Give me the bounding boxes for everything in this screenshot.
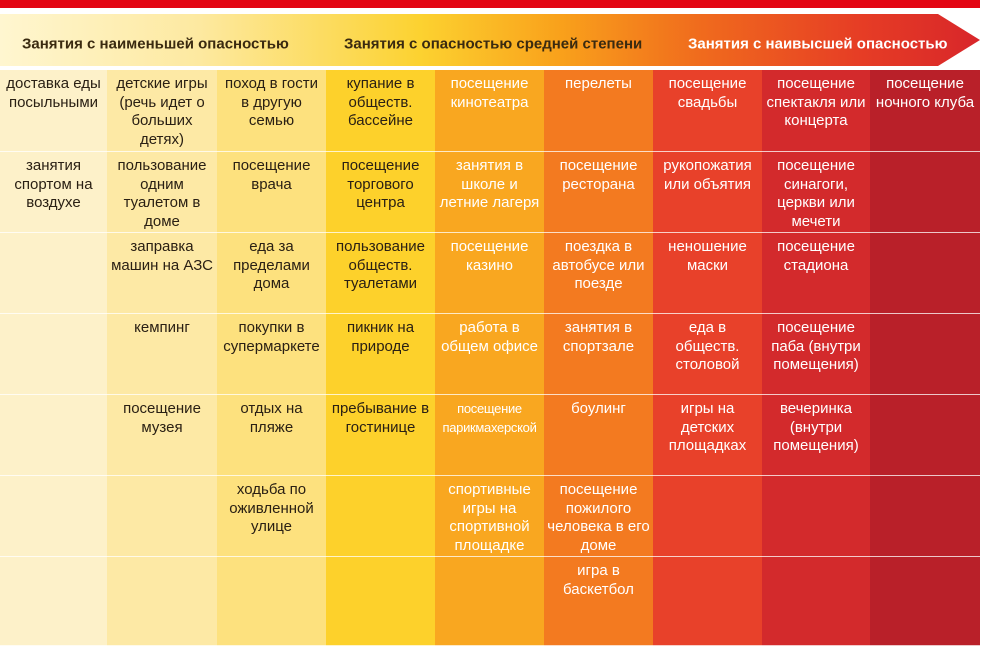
- table-cell-level-1: детские игры (речь идет о больших детях): [107, 70, 217, 152]
- table-cell-level-8: [870, 152, 980, 233]
- table-cell-level-0: [0, 233, 107, 314]
- medium-risk-label: Занятия с опасностью средней степени: [344, 35, 643, 53]
- table-cell-level-3: [326, 476, 435, 557]
- table-cell-level-2: еда за пределами дома: [217, 233, 326, 314]
- table-cell-level-7: [762, 557, 870, 646]
- table-cell-level-1: кемпинг: [107, 314, 217, 395]
- table-cell-level-3: пользование обществ. туалетами: [326, 233, 435, 314]
- table-cell-level-8: [870, 233, 980, 314]
- table-cell-level-7: посещение паба (внутри помещения): [762, 314, 870, 395]
- table-cell-level-1: пользование одним туалетом в доме: [107, 152, 217, 233]
- table-cell-level-3: купание в обществ. бассейне: [326, 70, 435, 152]
- table-cell-level-2: [217, 557, 326, 646]
- table-cell-level-4: [435, 557, 544, 646]
- table-cell-level-1: [107, 557, 217, 646]
- table-cell-level-0: [0, 557, 107, 646]
- table-cell-level-6: [653, 476, 762, 557]
- table-cell-level-1: посещение музея: [107, 395, 217, 476]
- table-cell-level-8: [870, 557, 980, 646]
- table-cell-level-4: посещение казино: [435, 233, 544, 314]
- table-cell-level-4: посещение кинотеатра: [435, 70, 544, 152]
- table-cell-level-0: занятия спортом на воздухе: [0, 152, 107, 233]
- table-cell-level-3: посещение торгового центра: [326, 152, 435, 233]
- table-cell-level-7: [762, 476, 870, 557]
- table-cell-level-8: посещение ночного клуба: [870, 70, 980, 152]
- table-cell-level-1: [107, 476, 217, 557]
- table-cell-level-0: [0, 314, 107, 395]
- table-cell-level-3: пикник на природе: [326, 314, 435, 395]
- table-cell-level-2: ходьба по оживленной улице: [217, 476, 326, 557]
- table-cell-level-2: поход в гости в другую семью: [217, 70, 326, 152]
- table-cell-level-5: боулинг: [544, 395, 653, 476]
- table-cell-level-7: посещение стадиона: [762, 233, 870, 314]
- risk-scale-arrow: Занятия с наименьшей опасностью Занятия …: [0, 14, 980, 66]
- table-cell-level-5: посещение пожилого человека в его доме: [544, 476, 653, 557]
- table-cell-level-8: [870, 476, 980, 557]
- table-cell-level-5: перелеты: [544, 70, 653, 152]
- table-cell-level-6: [653, 557, 762, 646]
- table-cell-level-7: посещение спектакля или концерта: [762, 70, 870, 152]
- table-cell-level-6: рукопожатия или объятия: [653, 152, 762, 233]
- table-cell-level-2: посещение врача: [217, 152, 326, 233]
- table-cell-level-2: покупки в супермаркете: [217, 314, 326, 395]
- table-cell-level-1: заправка машин на АЗС: [107, 233, 217, 314]
- table-cell-level-0: доставка еды посыльными: [0, 70, 107, 152]
- table-cell-level-6: игры на детских площадках: [653, 395, 762, 476]
- table-cell-level-2: отдых на пляже: [217, 395, 326, 476]
- high-risk-label: Занятия с наивысшей опасностью: [688, 35, 948, 53]
- table-cell-level-8: [870, 395, 980, 476]
- activity-risk-table: доставка еды посыльными детские игры (реч…: [0, 70, 980, 646]
- table-cell-level-5: посещение ресторана: [544, 152, 653, 233]
- table-cell-level-4: занятия в школе и летние лагеря: [435, 152, 544, 233]
- table-cell-level-5: игра в баскетбол: [544, 557, 653, 646]
- table-cell-level-4: работа в общем офисе: [435, 314, 544, 395]
- table-cell-level-6: неношение маски: [653, 233, 762, 314]
- table-cell-level-0: [0, 395, 107, 476]
- table-cell-level-6: еда в обществ. столовой: [653, 314, 762, 395]
- table-cell-level-6: посещение свадьбы: [653, 70, 762, 152]
- table-cell-level-4: спортивные игры на спортивной площадке: [435, 476, 544, 557]
- table-cell-level-0: [0, 476, 107, 557]
- table-cell-level-3: [326, 557, 435, 646]
- table-cell-level-8: [870, 314, 980, 395]
- table-cell-level-5: поездка в автобусе или поезде: [544, 233, 653, 314]
- table-cell-level-7: посещение синагоги, церкви или мечети: [762, 152, 870, 233]
- low-risk-label: Занятия с наименьшей опасностью: [22, 35, 289, 53]
- top-red-bar: [0, 0, 980, 8]
- table-cell-level-5: занятия в спортзале: [544, 314, 653, 395]
- table-cell-level-3: пребывание в гостинице: [326, 395, 435, 476]
- table-cell-level-7: вечеринка (внутри помещения): [762, 395, 870, 476]
- table-cell-level-4: посещение парикмахерской: [435, 395, 544, 476]
